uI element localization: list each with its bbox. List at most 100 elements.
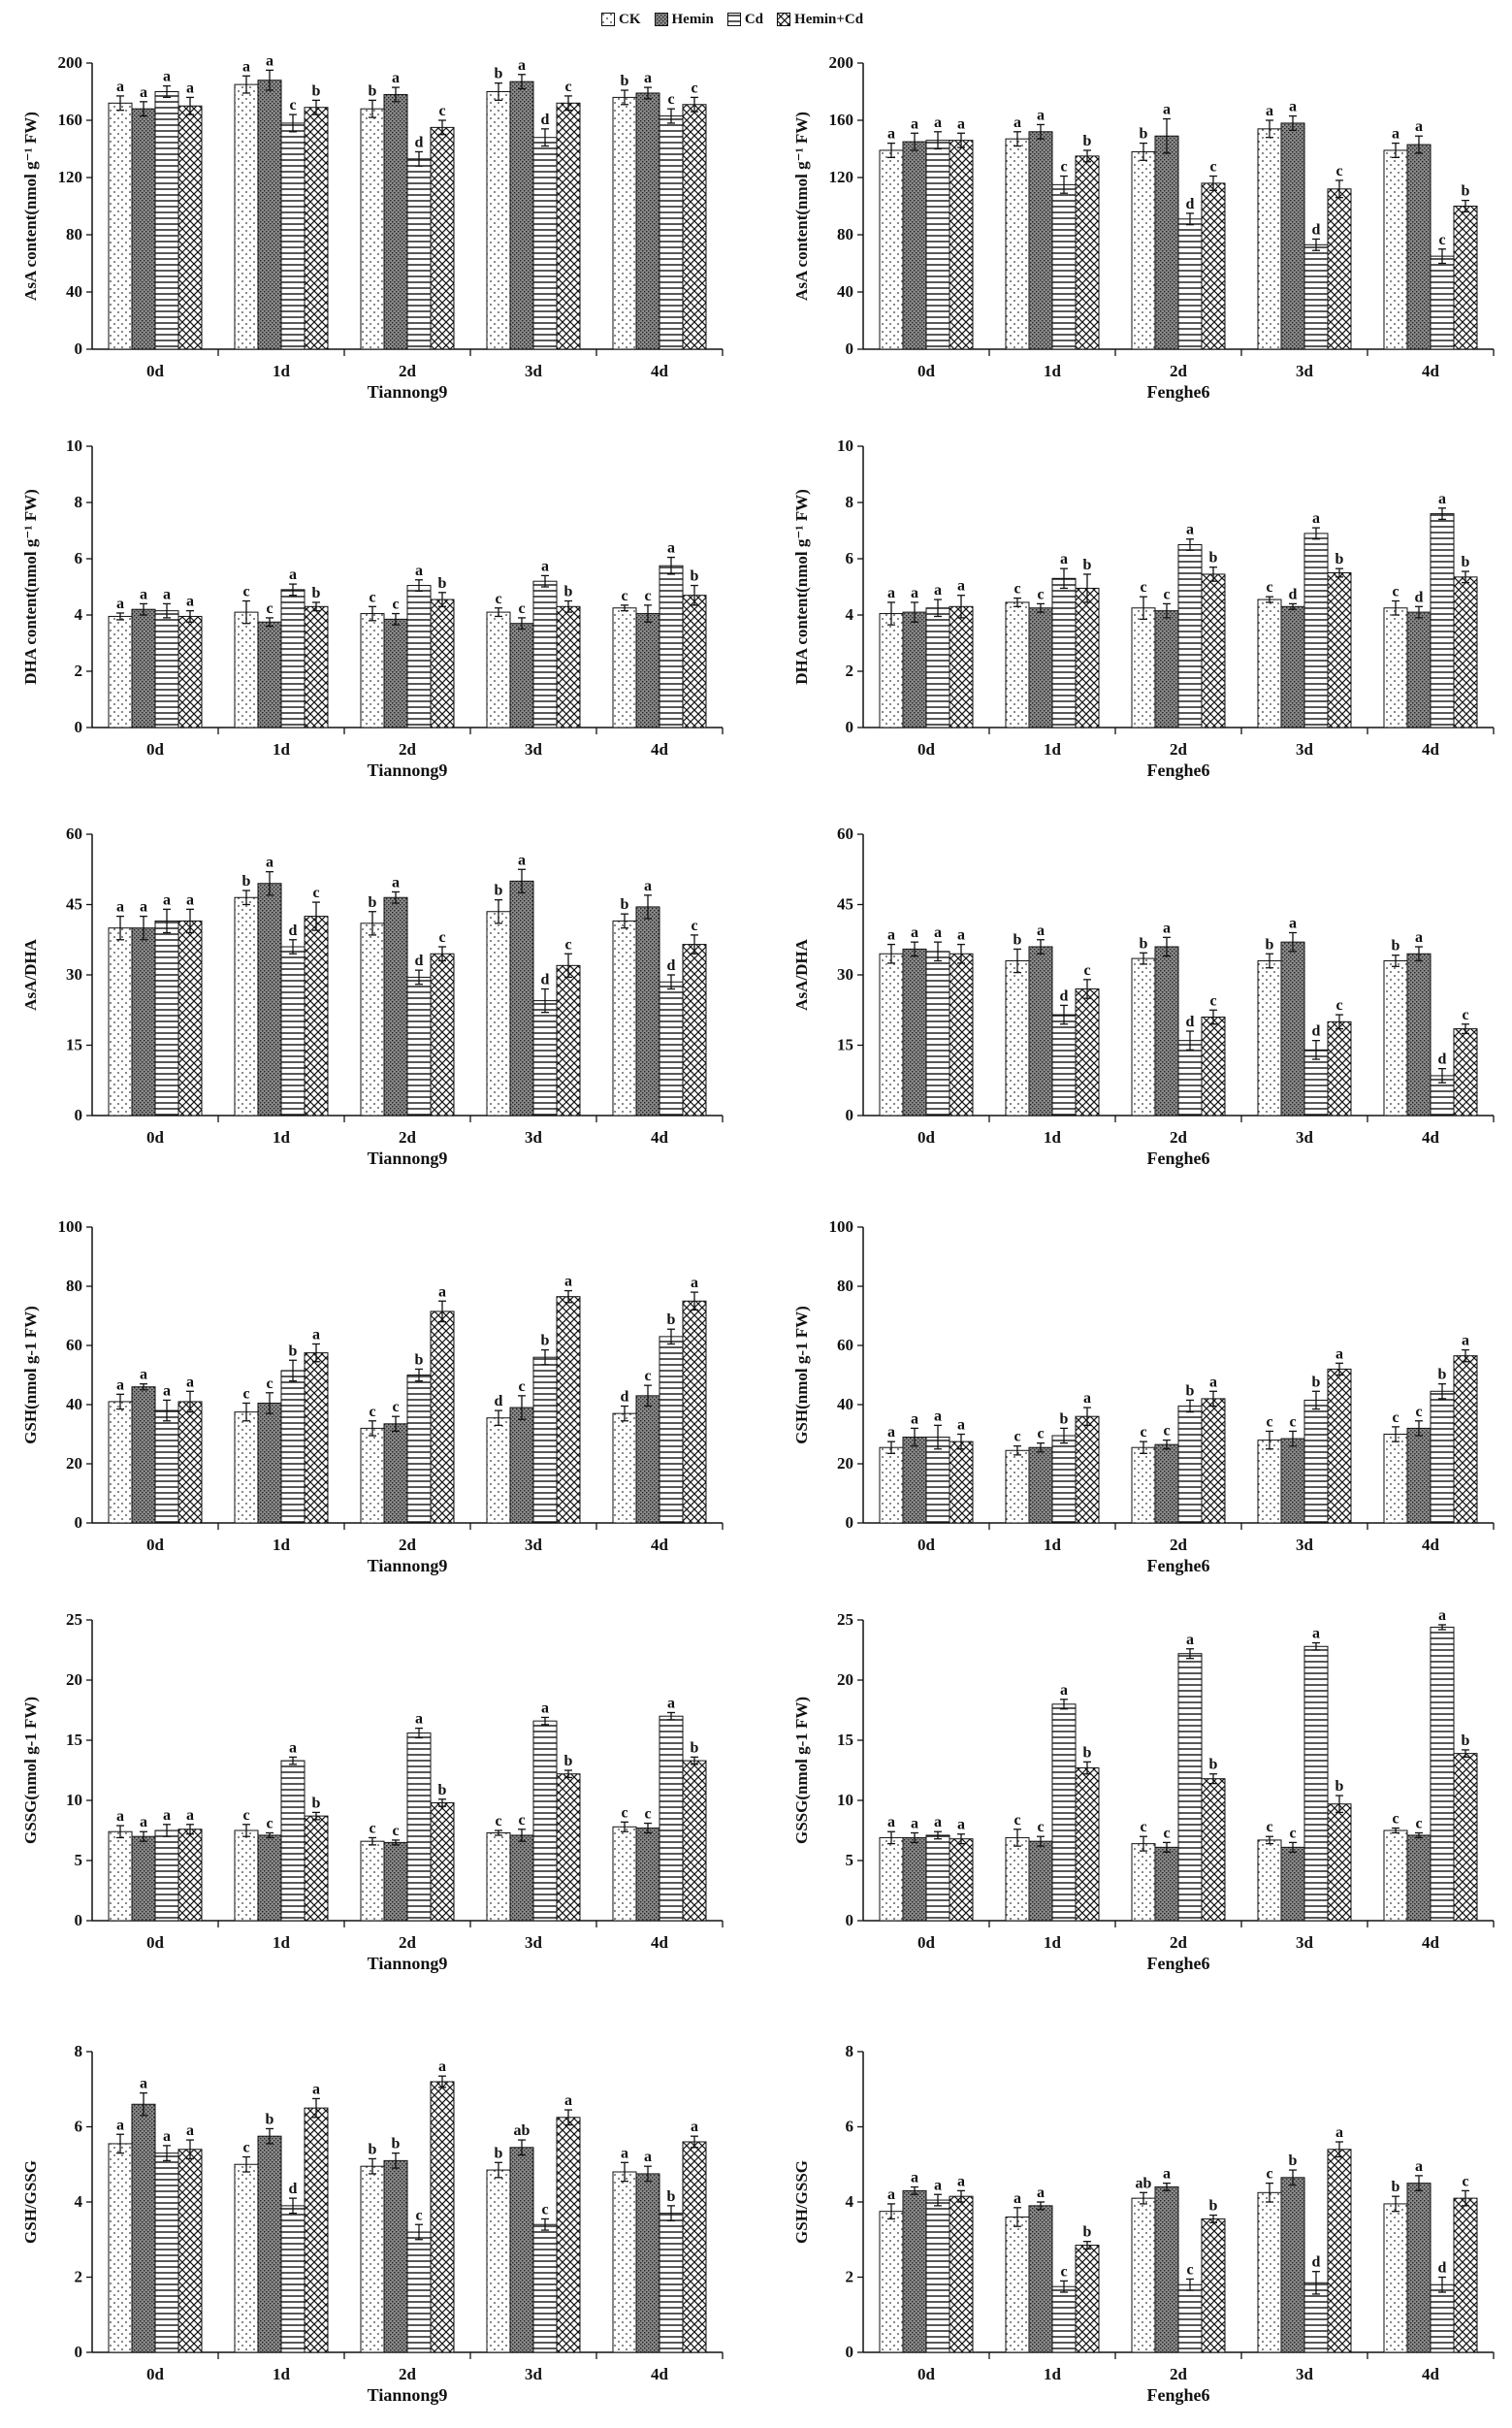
significance-letter: b xyxy=(621,896,629,913)
significance-letter: c xyxy=(369,1404,375,1420)
x-tick-label: 3d xyxy=(1296,2365,1314,2383)
significance-letter: b xyxy=(1186,1382,1195,1399)
significance-letter: c xyxy=(1163,586,1170,602)
significance-letter: a xyxy=(163,69,171,85)
x-tick-label: 1d xyxy=(1044,362,1062,380)
bar-ck-2d xyxy=(360,108,385,350)
bar-ck-1d xyxy=(1005,960,1030,1117)
significance-letter: d xyxy=(415,134,424,150)
significance-letter: a xyxy=(312,1326,320,1343)
bar-cd-3d xyxy=(532,137,558,350)
bar-hemin-2d xyxy=(1154,1846,1179,1922)
significance-letter: a xyxy=(1083,1390,1091,1407)
x-tick-label: 3d xyxy=(1296,1933,1314,1952)
bar-cd-2d xyxy=(406,2231,432,2353)
bar-ck-2d xyxy=(360,923,385,1117)
bar-hemincd-1d xyxy=(1075,587,1100,728)
bar-hemin-1d xyxy=(257,621,282,728)
bar-ck-4d xyxy=(1383,1434,1408,1524)
y-tick-label: 0 xyxy=(846,718,854,736)
bar-hemin-0d xyxy=(131,2103,156,2353)
x-axis-title: Tiannong9 xyxy=(368,1556,448,1575)
bar-hemincd-1d xyxy=(304,1352,329,1524)
significance-letter: d xyxy=(1186,1014,1195,1030)
legend-label-ck: CK xyxy=(619,11,641,27)
x-tick-label: 0d xyxy=(917,362,936,380)
bar-hemincd-1d xyxy=(1075,1767,1100,1922)
significance-letter: c xyxy=(644,1806,651,1823)
significance-letter: b xyxy=(1083,1744,1092,1761)
x-tick-label: 4d xyxy=(1422,2365,1440,2383)
significance-letter: c xyxy=(1163,1825,1170,1841)
bar-cd-4d xyxy=(659,2213,684,2353)
significance-letter: a xyxy=(934,2177,942,2193)
y-axis-label: DHA content(nmol g⁻¹ FW) xyxy=(21,489,40,685)
y-tick-label: 160 xyxy=(58,111,83,129)
bar-ck-1d xyxy=(234,611,259,728)
bar-hemin-1d xyxy=(257,2135,282,2353)
bar-hemin-1d xyxy=(257,80,282,350)
significance-letter: c xyxy=(1289,1825,1296,1841)
bar-cd-1d xyxy=(1051,1435,1077,1524)
x-tick-label: 0d xyxy=(146,2365,165,2383)
significance-letter: d xyxy=(1186,196,1195,212)
significance-letter: a xyxy=(186,594,194,610)
y-tick-label: 0 xyxy=(75,340,83,358)
x-tick-label: 1d xyxy=(273,1536,291,1554)
bar-hemincd-0d xyxy=(177,2149,203,2353)
bar-cd-4d xyxy=(1430,255,1455,350)
significance-letter: a xyxy=(289,1739,297,1756)
x-tick-label: 1d xyxy=(273,2365,291,2383)
x-tick-label: 2d xyxy=(399,362,417,380)
significance-letter: b xyxy=(564,584,573,600)
x-axis-title: Tiannong9 xyxy=(368,2385,448,2405)
significance-letter: a xyxy=(163,1807,171,1824)
significance-letter: b xyxy=(1462,183,1470,200)
bar-hemincd-0d xyxy=(949,1441,974,1524)
bar-cd-4d xyxy=(1430,1390,1455,1524)
bar-ck-1d xyxy=(1005,138,1030,350)
bar-ck-1d xyxy=(1005,1836,1030,1922)
significance-letter: a xyxy=(518,852,526,868)
y-tick-label: 20 xyxy=(66,1670,82,1689)
significance-letter: a xyxy=(266,52,273,69)
bar-ck-3d xyxy=(1257,2191,1282,2353)
significance-letter: c xyxy=(392,1399,399,1415)
significance-letter: a xyxy=(564,2092,572,2109)
bar-hemin-3d xyxy=(509,623,534,728)
x-tick-label: 0d xyxy=(917,1536,936,1554)
bar-hemincd-2d xyxy=(1201,182,1226,350)
bar-hemin-3d xyxy=(1280,941,1305,1117)
bar-hemincd-4d xyxy=(682,104,707,350)
bar-cd-1d xyxy=(1051,2285,1077,2353)
bar-ck-0d xyxy=(879,613,904,728)
bar-cd-0d xyxy=(925,2199,950,2353)
significance-letter: a xyxy=(186,2122,194,2139)
bar-hemin-0d xyxy=(131,927,156,1117)
significance-letter: a xyxy=(541,1700,549,1716)
significance-letter: a xyxy=(691,2119,698,2135)
significance-letter: a xyxy=(957,2173,965,2189)
y-tick-label: 0 xyxy=(846,2343,854,2361)
legend-label-hemin: Hemin xyxy=(671,11,714,27)
significance-letter: c xyxy=(1289,1413,1296,1430)
significance-letter: b xyxy=(415,1351,424,1368)
bar-ck-0d xyxy=(879,953,904,1117)
significance-letter: a xyxy=(1462,1333,1469,1349)
significance-letter: a xyxy=(887,1424,895,1441)
bar-hemin-2d xyxy=(1154,946,1179,1117)
bar-hemin-4d xyxy=(1406,2183,1432,2353)
significance-letter: b xyxy=(1289,2153,1298,2169)
y-tick-label: 15 xyxy=(66,1731,82,1749)
bar-ck-0d xyxy=(108,1830,133,1922)
x-tick-label: 2d xyxy=(1170,1128,1188,1147)
x-tick-label: 4d xyxy=(1422,740,1440,759)
significance-letter: b xyxy=(1083,557,1092,573)
y-tick-label: 60 xyxy=(66,825,82,843)
significance-letter: b xyxy=(1209,2198,1218,2215)
bar-hemincd-4d xyxy=(1453,1028,1478,1117)
y-tick-label: 8 xyxy=(75,2042,83,2060)
